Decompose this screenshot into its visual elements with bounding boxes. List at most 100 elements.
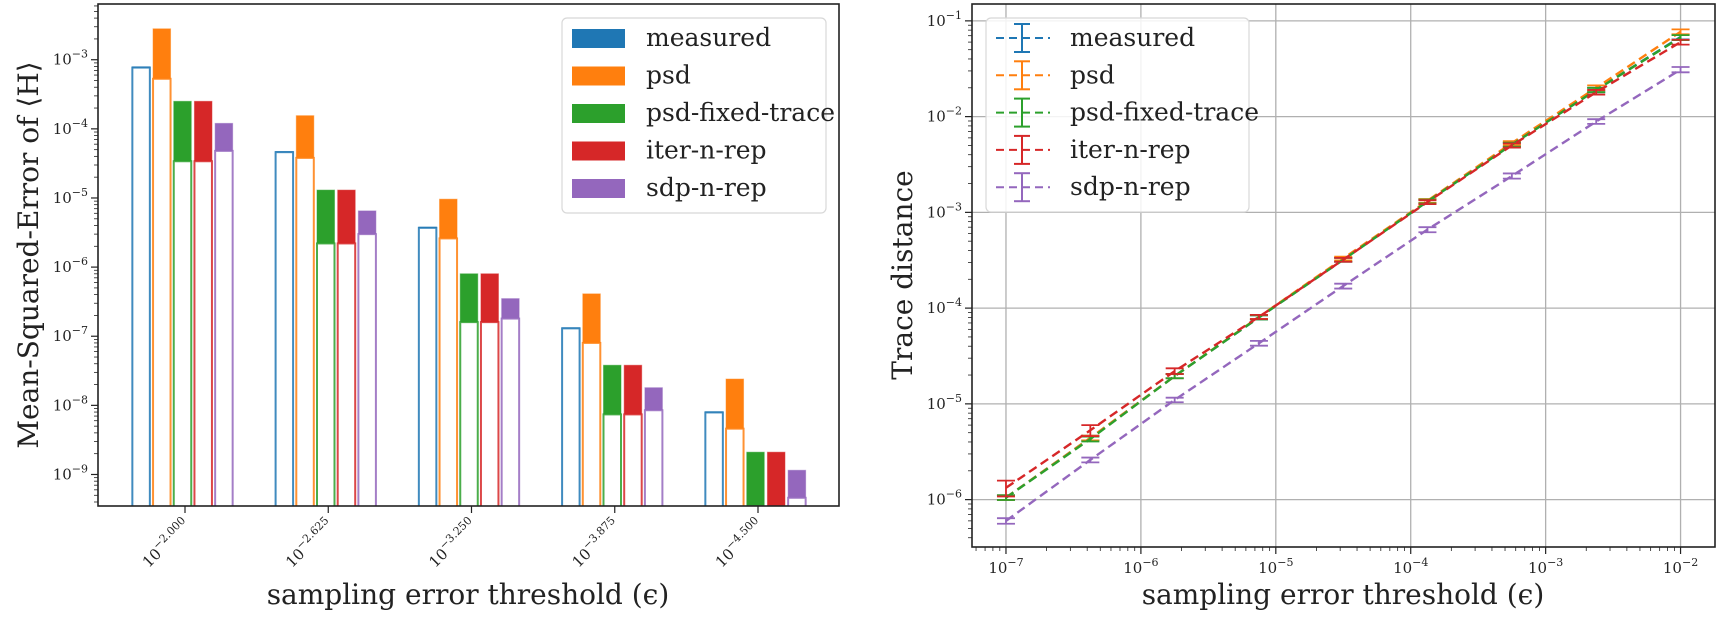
right-legend-label-iter-n-rep: iter-n-rep bbox=[1070, 135, 1191, 164]
error-bar-sdp-n-rep bbox=[1165, 396, 1184, 404]
right-legend-label-psd-fixed-trace: psd-fixed-trace bbox=[1070, 98, 1259, 127]
bar-filled-psd-2 bbox=[439, 198, 458, 239]
bar-outline-psd-3 bbox=[581, 341, 602, 506]
right-legend: measured psd psd-fixed-trace iter-n-rep sdp-… bbox=[985, 17, 1259, 213]
bar-outline-iter-n-rep-1 bbox=[336, 242, 357, 506]
left-x-tick-label: 10−3.875 bbox=[566, 514, 623, 571]
bar-filled-psd-0 bbox=[152, 28, 172, 80]
bar-filled-psd-4 bbox=[725, 378, 745, 430]
bar-outline-psd-fixed-trace-2 bbox=[459, 321, 479, 506]
right-x-tick-label: 10−2 bbox=[1663, 556, 1698, 577]
left-y-tick-label: 10−9 bbox=[53, 462, 88, 483]
error-bar-iter-n-rep bbox=[1502, 142, 1521, 149]
bar-filled-iter-n-rep-0 bbox=[193, 100, 213, 162]
error-bar-sdp-n-rep bbox=[1081, 456, 1100, 464]
error-bar-sdp-n-rep bbox=[1671, 66, 1690, 74]
error-bar-sdp-n-rep bbox=[1334, 282, 1353, 290]
bar-filled-psd-fixed-trace-4 bbox=[746, 451, 765, 506]
error-bar-iter-n-rep bbox=[1165, 367, 1184, 375]
error-bar-psd bbox=[1671, 28, 1690, 36]
right-x-tick-label: 10−5 bbox=[1258, 556, 1293, 577]
left-y-tick-label: 10−7 bbox=[53, 324, 88, 345]
bar-outline-psd-fixed-trace-0 bbox=[172, 160, 193, 506]
bar-filled-psd-fixed-trace-2 bbox=[459, 273, 479, 323]
left-y-tick-label: 10−5 bbox=[53, 186, 88, 207]
right-series bbox=[996, 28, 1690, 525]
bar-filled-iter-n-rep-4 bbox=[766, 451, 786, 506]
bar-outline-measured-4 bbox=[704, 411, 724, 506]
right-legend-label-measured: measured bbox=[1070, 23, 1195, 52]
left-legend: measured psd psd-fixed-trace iter-n-rep sdp-… bbox=[561, 17, 835, 214]
right-x-tick-label: 10−7 bbox=[988, 556, 1023, 577]
left-y-tick-label: 10−4 bbox=[53, 117, 88, 138]
right-x-tick-label: 10−3 bbox=[1528, 556, 1563, 577]
bar-filled-sdp-n-rep-2 bbox=[501, 298, 520, 320]
bar-outline-sdp-n-rep-3 bbox=[643, 409, 664, 506]
left-x-axis-label: sampling error threshold (ϵ) bbox=[267, 578, 670, 611]
bar-filled-psd-fixed-trace-3 bbox=[603, 364, 622, 415]
error-bar-sdp-n-rep bbox=[996, 517, 1015, 525]
right-y-axis-label: Trace distance bbox=[886, 170, 919, 379]
bar-outline-measured-1 bbox=[274, 151, 295, 506]
left-bars bbox=[131, 28, 807, 506]
error-bar-sdp-n-rep bbox=[1249, 339, 1268, 347]
bar-filled-sdp-n-rep-0 bbox=[214, 122, 234, 152]
right-x-tick-label: 10−6 bbox=[1123, 556, 1158, 577]
left-y-axis-label: Mean-Squared-Error of ⟨H⟩ bbox=[12, 61, 45, 448]
bar-filled-sdp-n-rep-4 bbox=[787, 469, 807, 499]
bar-outline-measured-3 bbox=[561, 327, 581, 506]
bar-outline-iter-n-rep-3 bbox=[623, 413, 643, 506]
right-y-tick-label: 10−6 bbox=[927, 488, 962, 509]
bar-outline-psd-fixed-trace-1 bbox=[316, 242, 336, 506]
left-legend-label-measured: measured bbox=[646, 23, 771, 52]
right-legend-label-sdp-n-rep: sdp-n-rep bbox=[1070, 172, 1191, 201]
right-legend-swatch-measured bbox=[996, 23, 1050, 53]
left-legend-swatch-psd-fixed-trace bbox=[572, 104, 625, 123]
left-plot-frame bbox=[97, 3, 840, 507]
left-legend-swatch-psd bbox=[572, 66, 625, 86]
bar-filled-iter-n-rep-1 bbox=[337, 189, 356, 244]
left-x-tick-label: 10−2.000 bbox=[137, 514, 194, 571]
bar-filled-psd-3 bbox=[582, 293, 601, 344]
right-legend-label-psd: psd bbox=[1070, 60, 1115, 89]
right-y-tick-label: 10−3 bbox=[927, 200, 962, 221]
bar-outline-sdp-n-rep-0 bbox=[214, 149, 234, 506]
error-bar-iter-n-rep bbox=[1671, 38, 1690, 46]
bar-filled-psd-1 bbox=[295, 115, 315, 159]
bar-filled-iter-n-rep-3 bbox=[623, 364, 643, 415]
left-legend-label-sdp-n-rep: sdp-n-rep bbox=[646, 173, 767, 202]
bar-outline-psd-1 bbox=[295, 156, 315, 506]
bar-outline-iter-n-rep-2 bbox=[479, 321, 500, 506]
bar-outline-psd-0 bbox=[152, 77, 172, 506]
error-bar-iter-n-rep bbox=[1081, 424, 1100, 438]
bar-filled-psd-fixed-trace-1 bbox=[316, 189, 335, 244]
error-bar-sdp-n-rep bbox=[1418, 226, 1437, 234]
bar-outline-psd-2 bbox=[438, 237, 459, 506]
bar-outline-iter-n-rep-0 bbox=[193, 160, 213, 506]
right-x-axis-label: sampling error threshold (ϵ) bbox=[1142, 578, 1545, 611]
error-bar-iter-n-rep bbox=[1587, 89, 1606, 96]
error-bar-iter-n-rep bbox=[1334, 256, 1353, 263]
left-x-tick-label: 10−2.625 bbox=[280, 514, 337, 571]
left-chart-mse-bars: Mean-Squared-Error of ⟨H⟩ sampling error… bbox=[12, 3, 840, 611]
left-legend-label-psd-fixed-trace: psd-fixed-trace bbox=[646, 98, 835, 127]
error-bar-sdp-n-rep bbox=[1502, 172, 1521, 180]
bar-outline-psd-fixed-trace-3 bbox=[602, 413, 622, 506]
bar-outline-sdp-n-rep-4 bbox=[787, 496, 807, 506]
right-y-tick-label: 10−1 bbox=[927, 9, 962, 30]
right-chart-trace-distance: Trace distance sampling error threshold … bbox=[886, 3, 1716, 611]
error-bar-psd-fixed-trace bbox=[1081, 435, 1100, 443]
left-y-tick-label: 10−6 bbox=[53, 255, 88, 276]
right-legend-swatch-psd bbox=[996, 60, 1050, 91]
error-bar-sdp-n-rep bbox=[1587, 118, 1606, 125]
left-legend-swatch-iter-n-rep bbox=[572, 141, 625, 161]
right-legend-box bbox=[985, 17, 1250, 213]
bar-outline-measured-0 bbox=[131, 66, 151, 506]
left-legend-label-psd: psd bbox=[646, 61, 691, 90]
left-legend-label-iter-n-rep: iter-n-rep bbox=[646, 136, 767, 165]
left-legend-swatch-sdp-n-rep bbox=[572, 179, 625, 198]
right-legend-swatch-psd-fixed-trace bbox=[996, 97, 1050, 128]
left-x-tick-label: 10−4.500 bbox=[710, 514, 767, 571]
error-bar-iter-n-rep bbox=[1249, 313, 1268, 320]
